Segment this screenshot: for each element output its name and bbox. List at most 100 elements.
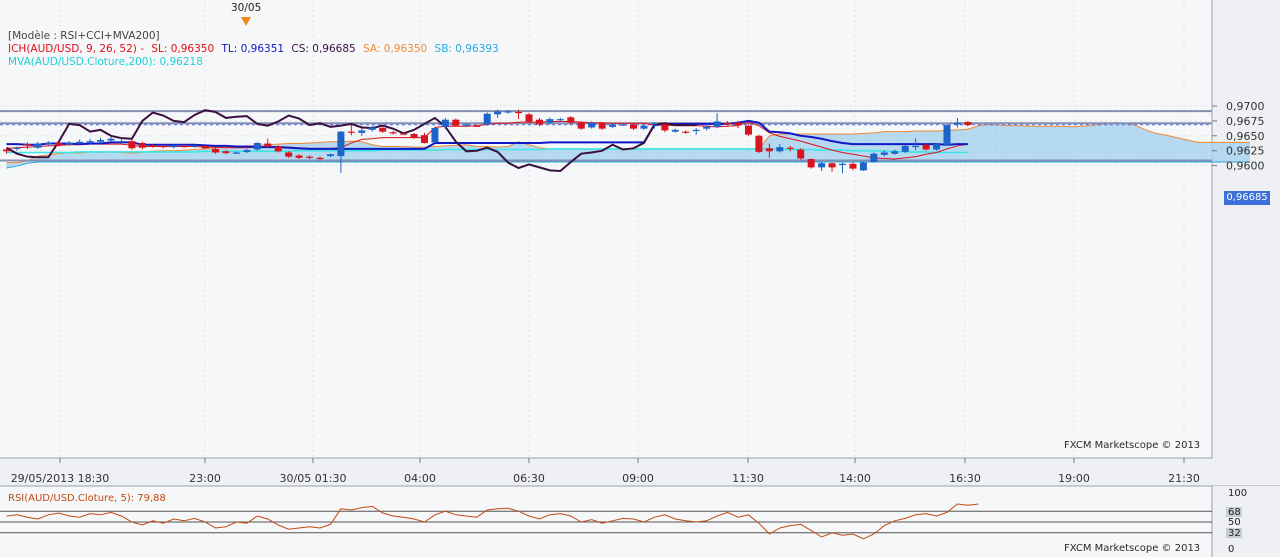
bull-candle bbox=[703, 126, 711, 129]
bull-candle bbox=[880, 152, 888, 155]
bull-candle bbox=[44, 142, 52, 145]
bear-candle bbox=[682, 131, 690, 133]
cloud-segment bbox=[727, 148, 738, 163]
cloud-segment bbox=[832, 134, 843, 163]
rsi-axis-label: 68 bbox=[1228, 507, 1241, 518]
cloud-segment bbox=[602, 148, 613, 163]
cloud-segment bbox=[1114, 122, 1125, 163]
time-label: 11:30 bbox=[732, 472, 764, 485]
ichimoku-sl: SL: 0,96350 bbox=[151, 43, 215, 55]
tenkan-sen-line bbox=[6, 119, 968, 150]
price-label: 0,9675 bbox=[1226, 115, 1265, 128]
bull-candle bbox=[483, 113, 491, 125]
cloud-segment bbox=[299, 142, 310, 163]
cloud-segment bbox=[988, 124, 1000, 163]
cloud-segment bbox=[100, 151, 111, 163]
cloud-segment bbox=[1103, 122, 1115, 163]
price-label: 0,9700 bbox=[1226, 100, 1265, 113]
bull-candle bbox=[337, 131, 345, 157]
cloud-segment bbox=[372, 144, 383, 163]
cloud-segment bbox=[779, 134, 791, 163]
bull-candle bbox=[619, 124, 627, 126]
cloud-segment bbox=[1061, 126, 1073, 163]
bear-candle bbox=[807, 159, 815, 168]
cloud-segment bbox=[654, 148, 665, 163]
bear-candle bbox=[661, 124, 669, 131]
cloud-segment bbox=[612, 148, 624, 163]
bear-candle bbox=[285, 152, 293, 157]
bull-candle bbox=[933, 144, 941, 150]
cloud-segment bbox=[361, 141, 373, 163]
cloud-segment bbox=[1072, 126, 1083, 163]
cloud-segment bbox=[1166, 135, 1177, 163]
bull-candle bbox=[13, 147, 21, 149]
main-plot-area[interactable] bbox=[0, 0, 1212, 458]
bear-candle bbox=[515, 111, 523, 114]
cloud-segment bbox=[811, 134, 822, 163]
time-label: 16:30 bbox=[949, 472, 981, 485]
cloud-segment bbox=[884, 131, 895, 163]
cloud-segment bbox=[1187, 139, 1198, 163]
watermark-main: FXCM Marketscope © 2013 bbox=[1064, 440, 1201, 451]
cloud-segment bbox=[675, 148, 686, 163]
bear-candle bbox=[421, 135, 428, 143]
bull-candle bbox=[326, 154, 334, 157]
cloud-segment bbox=[466, 144, 477, 163]
legend-block: [Modèle : RSI+CCI+MVA200] ICH(AUD/USD, 9… bbox=[8, 30, 503, 69]
time-label: 23:00 bbox=[189, 472, 221, 485]
cloud-segment bbox=[549, 148, 561, 163]
price-axis[interactable] bbox=[1212, 0, 1280, 458]
time-label: 14:00 bbox=[839, 472, 871, 485]
bear-candle bbox=[577, 122, 585, 129]
bear-candle bbox=[400, 133, 408, 135]
bull-candle bbox=[609, 124, 617, 127]
bull-candle bbox=[839, 163, 846, 166]
rsi-axis-label: 0 bbox=[1228, 544, 1234, 555]
rsi-axis-label: 100 bbox=[1228, 488, 1247, 499]
bear-candle bbox=[23, 144, 31, 146]
cloud-segment bbox=[748, 148, 759, 163]
rsi-axis-label: 50 bbox=[1228, 517, 1241, 528]
candles[interactable] bbox=[3, 109, 972, 174]
cloud-segment bbox=[142, 151, 153, 163]
time-label: 19:00 bbox=[1058, 472, 1090, 485]
cloud-segment bbox=[320, 141, 331, 163]
bear-candle bbox=[734, 122, 742, 126]
bull-candle bbox=[462, 124, 470, 126]
rsi-label-bg bbox=[1226, 544, 1242, 554]
bear-candle bbox=[3, 149, 10, 152]
ichimoku-legend: ICH(AUD/USD, 9, 26, 52) - SL: 0,96350 TL… bbox=[8, 43, 503, 56]
cloud-segment bbox=[905, 131, 916, 163]
cloud-segment bbox=[738, 148, 749, 163]
bull-candle bbox=[901, 145, 909, 152]
ichimoku-cs: CS: 0,96685 bbox=[291, 43, 356, 55]
bear-candle bbox=[598, 122, 606, 129]
ichimoku-sb: SB: 0,96393 bbox=[434, 43, 499, 55]
date-marker-icon[interactable] bbox=[241, 17, 251, 26]
time-label: 29/05/2013 18:30 bbox=[11, 472, 110, 485]
bull-candle bbox=[953, 122, 961, 125]
cloud-segment bbox=[1145, 129, 1156, 163]
bull-candle bbox=[441, 119, 449, 127]
cloud-segment bbox=[894, 131, 906, 163]
cloud-segment bbox=[769, 134, 780, 163]
current-price-label: 0,96685 bbox=[1224, 191, 1270, 205]
bull-candle bbox=[671, 129, 679, 132]
cloud-segment bbox=[518, 141, 529, 163]
bull-candle bbox=[870, 153, 878, 163]
bull-candle bbox=[504, 111, 512, 113]
bear-candle bbox=[744, 125, 752, 135]
time-label: 04:00 bbox=[404, 472, 436, 485]
bull-candle bbox=[86, 141, 94, 143]
ichimoku-label: ICH(AUD/USD, 9, 26, 52) - bbox=[8, 43, 144, 55]
bull-candle bbox=[650, 123, 658, 125]
bear-candle bbox=[849, 163, 857, 169]
cloud-segment bbox=[1030, 126, 1042, 163]
cloud-segment bbox=[664, 148, 676, 163]
bear-candle bbox=[964, 122, 972, 126]
rsi-label-bg bbox=[1226, 528, 1242, 538]
bull-candle bbox=[912, 145, 920, 148]
cloud-segment bbox=[163, 150, 174, 163]
